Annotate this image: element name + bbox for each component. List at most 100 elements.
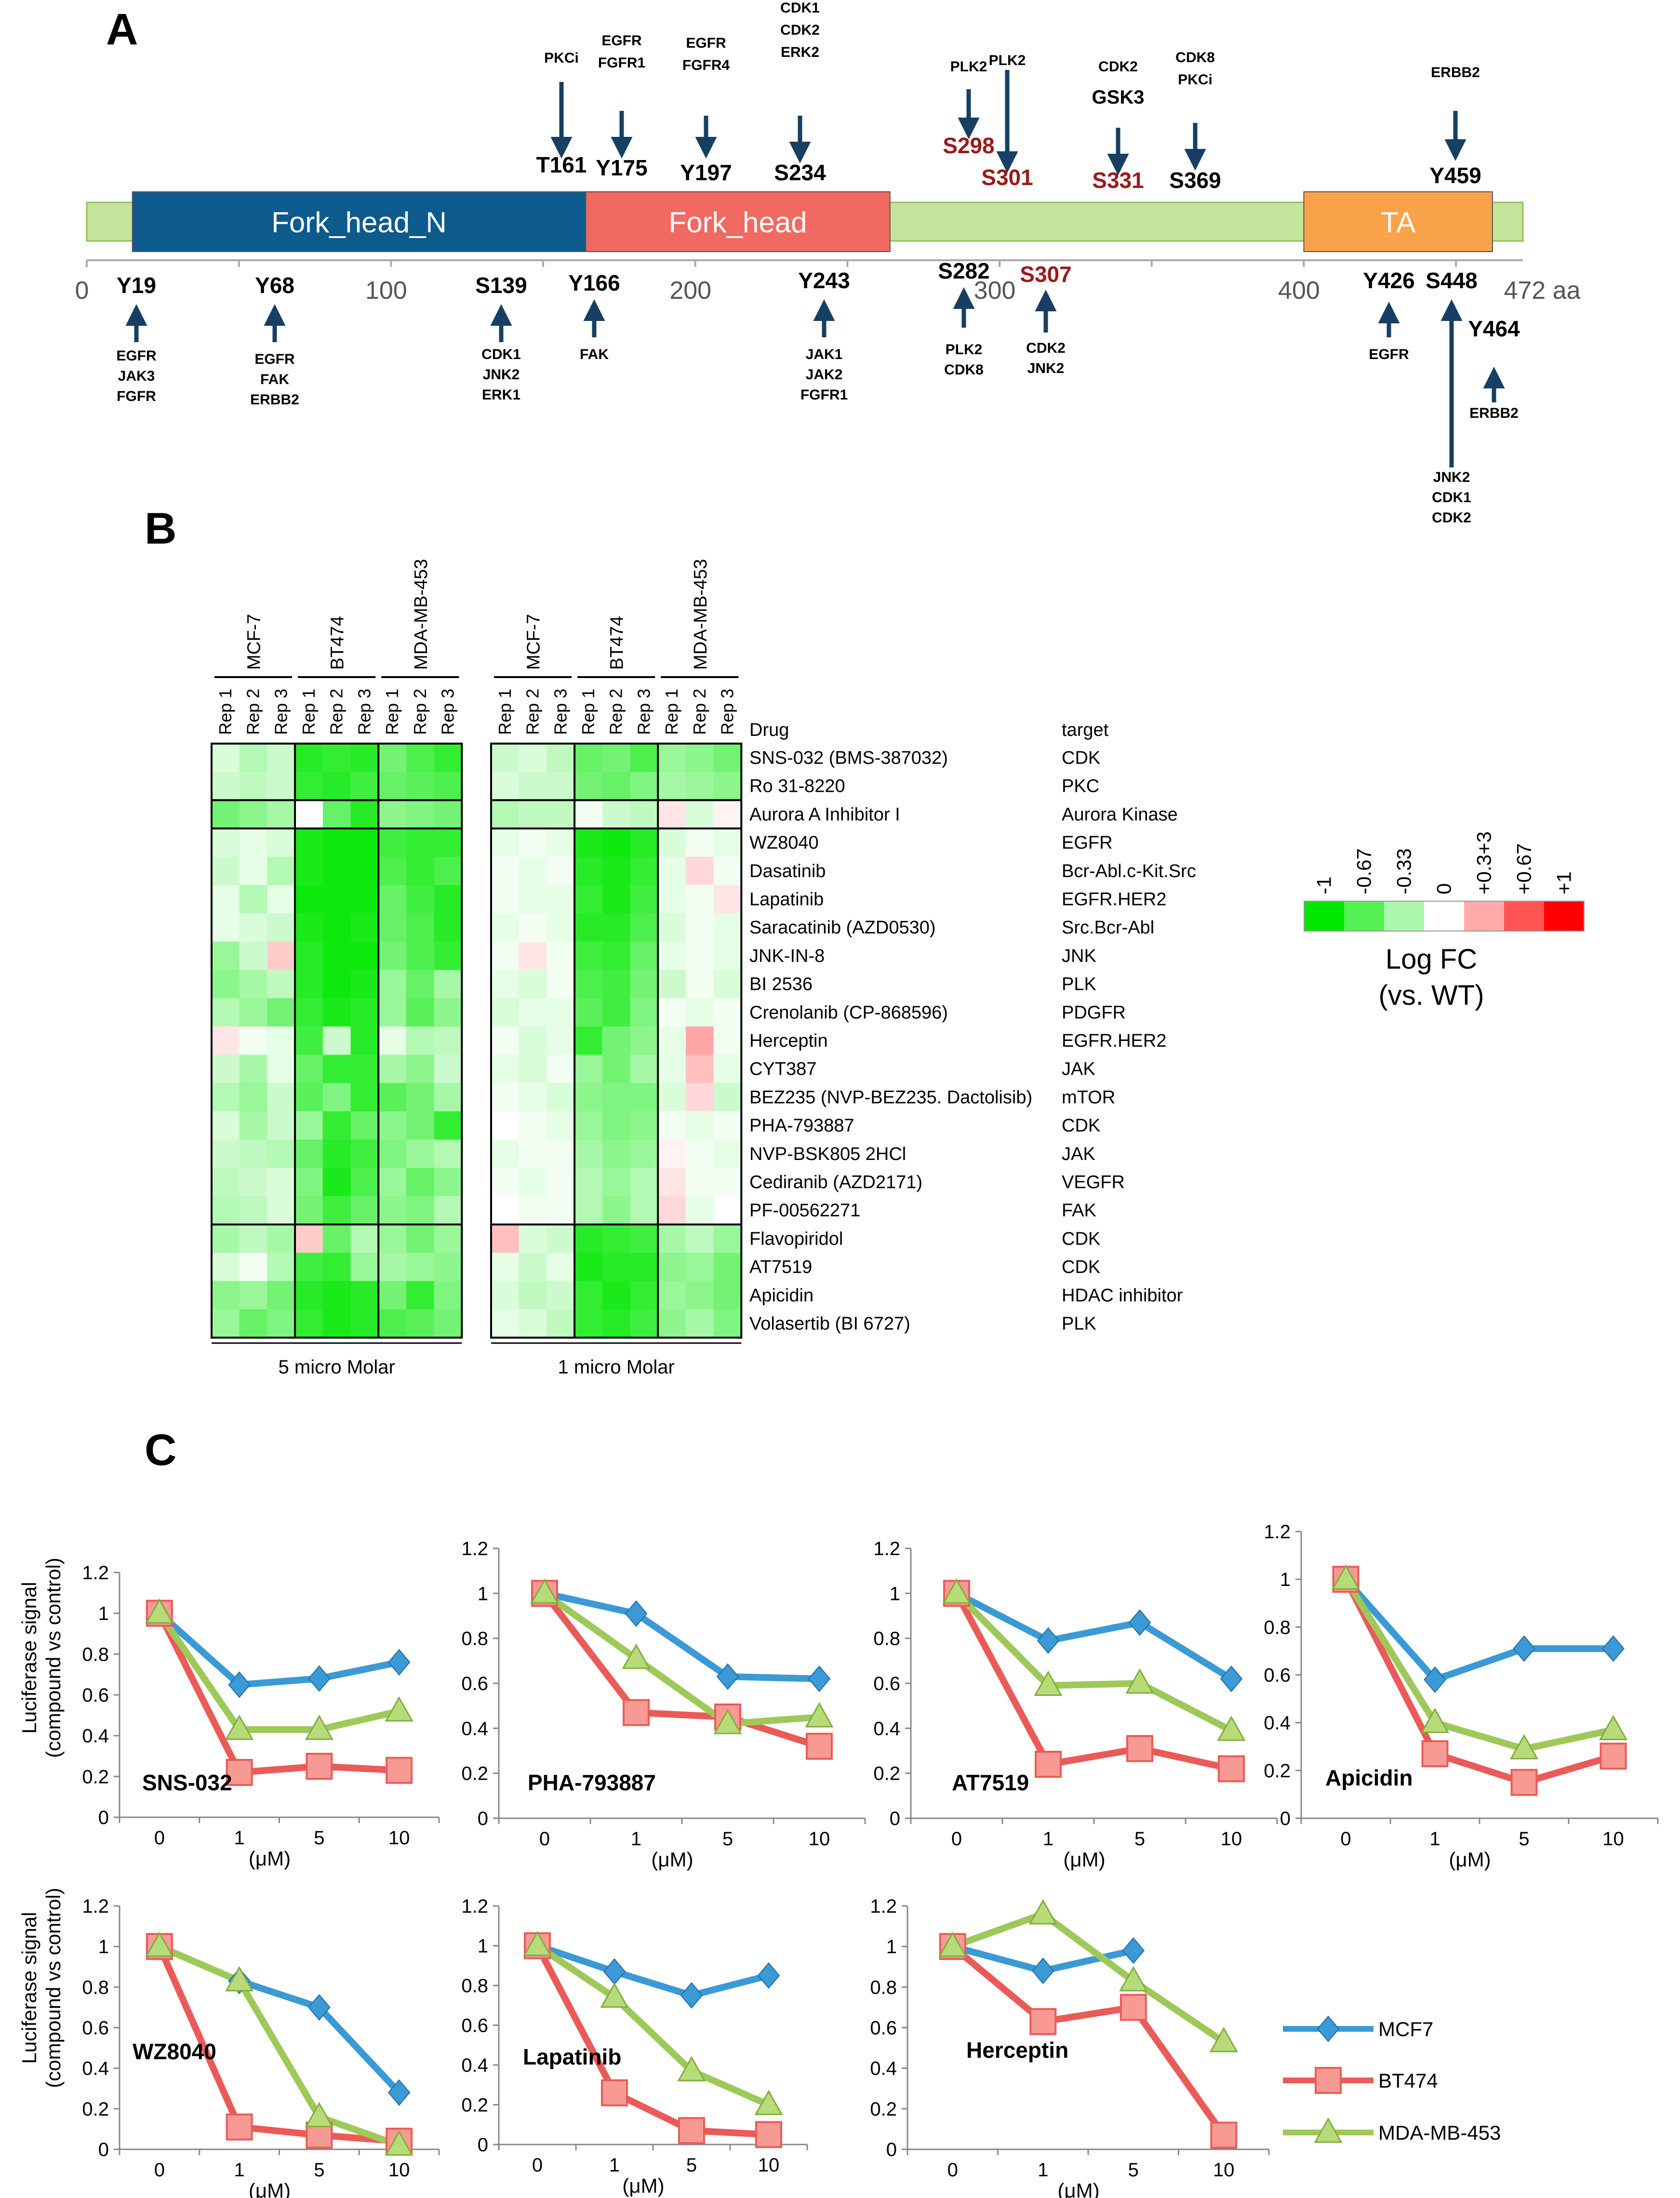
heatmap-cell bbox=[574, 885, 603, 914]
heatmap-cell bbox=[491, 970, 520, 999]
heatmap-cell bbox=[519, 913, 547, 942]
legend-label: BT474 bbox=[1378, 2069, 1438, 2092]
heatmap-cell bbox=[685, 970, 714, 999]
site-label: S298 bbox=[943, 133, 994, 158]
replicate-label: Rep 2 bbox=[243, 689, 263, 735]
heatmap-cell bbox=[239, 1281, 267, 1310]
heatmap-cell bbox=[322, 1054, 351, 1083]
compound-label: SNS-032 bbox=[142, 1770, 232, 1795]
heatmap-cell bbox=[239, 1054, 267, 1083]
heatmap-cell bbox=[212, 970, 240, 999]
replicate-label: Rep 3 bbox=[717, 689, 737, 735]
heatmap-cell bbox=[519, 828, 547, 857]
heatmap-cell bbox=[547, 1054, 575, 1083]
heatmap-cell bbox=[685, 856, 714, 885]
heatmap-cell bbox=[350, 913, 379, 942]
heatmap-cell bbox=[267, 885, 295, 914]
heatmap-cell bbox=[602, 772, 630, 800]
point-marker-diamond bbox=[1122, 1937, 1145, 1964]
heatmap-cell bbox=[239, 856, 267, 885]
series-line bbox=[156, 1945, 400, 2145]
heatmap-cell bbox=[295, 998, 323, 1027]
heatmap-cell bbox=[602, 1083, 630, 1112]
x-tick-label: 10 bbox=[1221, 1828, 1242, 1850]
kinase-label: JNK2 bbox=[1027, 360, 1065, 376]
domain-label: Fork_head_N bbox=[271, 206, 447, 239]
y-tick-label: 0.6 bbox=[461, 1673, 488, 1694]
heatmap-cell bbox=[547, 744, 575, 773]
heatmap-cell bbox=[713, 885, 742, 914]
heatmap-cell bbox=[685, 913, 714, 942]
heatmap-cell bbox=[434, 1309, 462, 1338]
heatmap-cell bbox=[658, 856, 686, 885]
x-tick-label: 5 bbox=[314, 1827, 324, 1849]
point-marker-triangle bbox=[938, 1932, 967, 1957]
series-line bbox=[950, 1944, 1227, 2137]
heatmap-cell bbox=[267, 1281, 295, 1310]
site-label: Y175 bbox=[596, 155, 647, 180]
heatmap-cell bbox=[406, 1196, 435, 1225]
heatmap-cell bbox=[406, 800, 435, 829]
heatmap-cell bbox=[602, 1196, 630, 1225]
heatmap-cell bbox=[574, 1196, 603, 1225]
heatmap-cell bbox=[519, 1111, 547, 1140]
kinase-label: CDK2 bbox=[1432, 510, 1471, 526]
heatmap-cell bbox=[239, 1224, 267, 1253]
heatmap-cell bbox=[602, 1111, 630, 1140]
domain-box bbox=[132, 191, 587, 252]
heatmap-cell bbox=[350, 1111, 379, 1140]
kinase-label: EGFR bbox=[1369, 346, 1409, 362]
dose-response-plot: 0 0.2 0.4 0.6 0.8 1 1.2 0 1 5 10 (μM) Lapatinib bbox=[461, 1896, 808, 2197]
point-marker-square bbox=[755, 2121, 782, 2148]
point-marker-diamond bbox=[757, 1962, 780, 1989]
aa-axis-label: 300 bbox=[974, 277, 1016, 305]
heatmap-cell bbox=[547, 1111, 575, 1140]
heatmap-cell bbox=[574, 1252, 603, 1281]
heatmap-cell bbox=[239, 941, 267, 971]
kinase-label: FGFR4 bbox=[682, 57, 730, 73]
heatmap-cell bbox=[547, 1139, 575, 1168]
panel-label-c: C bbox=[145, 1425, 176, 1475]
point-marker-triangle bbox=[1034, 1670, 1063, 1696]
heatmap-cell bbox=[378, 1309, 407, 1338]
line-legend: MCF7 BT474 MDA-MB-453 bbox=[1283, 2015, 1501, 2144]
site-label: Y19 bbox=[117, 273, 156, 298]
heatmap-cell bbox=[574, 1281, 603, 1310]
drug-name: Aurora A Inhibitor I bbox=[749, 804, 900, 825]
point-marker-triangle bbox=[145, 1932, 174, 1957]
y-tick-label: 1 bbox=[478, 1936, 488, 1957]
y-tick-label: 0.8 bbox=[1264, 1617, 1291, 1638]
aa-axis-label: 0 bbox=[75, 277, 89, 305]
drug-target: FAK bbox=[1062, 1200, 1096, 1221]
heatmap-cell bbox=[434, 970, 462, 999]
dose-response-plot: 0 0.2 0.4 0.6 0.8 1 1.2 0 1 5 10 (μM) Herceptin bbox=[870, 1896, 1270, 2198]
kinase-label: PLK2 bbox=[946, 342, 983, 358]
drug-target: Aurora Kinase bbox=[1062, 804, 1178, 825]
kinase-label: FAK bbox=[580, 346, 609, 362]
y-tick-label: 0.4 bbox=[461, 2055, 488, 2076]
heatmap-cell bbox=[295, 1281, 323, 1310]
heatmap-cell bbox=[491, 1252, 520, 1281]
kinase-label: ERBB2 bbox=[1431, 65, 1480, 80]
dose-response-plot: 0 0.2 0.4 0.6 0.8 1 1.2 0 1 5 10 (μM) AT7519 bbox=[873, 1538, 1278, 1871]
y-tick-label: 0 bbox=[98, 2139, 109, 2160]
heatmap-cell bbox=[212, 744, 240, 773]
legend-border bbox=[1304, 901, 1585, 932]
kinase-label: CDK1 bbox=[1432, 490, 1471, 506]
y-tick-label: 0 bbox=[478, 2134, 488, 2156]
legend-label: MDA-MB-453 bbox=[1378, 2121, 1501, 2144]
heatmap-cell bbox=[630, 970, 658, 999]
drug-target: CDK bbox=[1062, 1116, 1100, 1136]
heatmap-cell bbox=[295, 913, 323, 942]
point-marker-triangle bbox=[942, 1578, 971, 1604]
aa-axis-label: 200 bbox=[669, 277, 711, 305]
heatmap-cell bbox=[406, 970, 435, 999]
heatmap-cell bbox=[406, 998, 435, 1027]
legend-tick-label: -1 bbox=[1313, 877, 1335, 894]
heatmap-cell bbox=[602, 1309, 630, 1338]
heatmap-cell bbox=[547, 1224, 575, 1253]
protein-length-label: 472 aa bbox=[1504, 277, 1580, 305]
drug-name: Cediranib (AZD2171) bbox=[749, 1172, 922, 1193]
heatmap-cell bbox=[378, 856, 407, 885]
